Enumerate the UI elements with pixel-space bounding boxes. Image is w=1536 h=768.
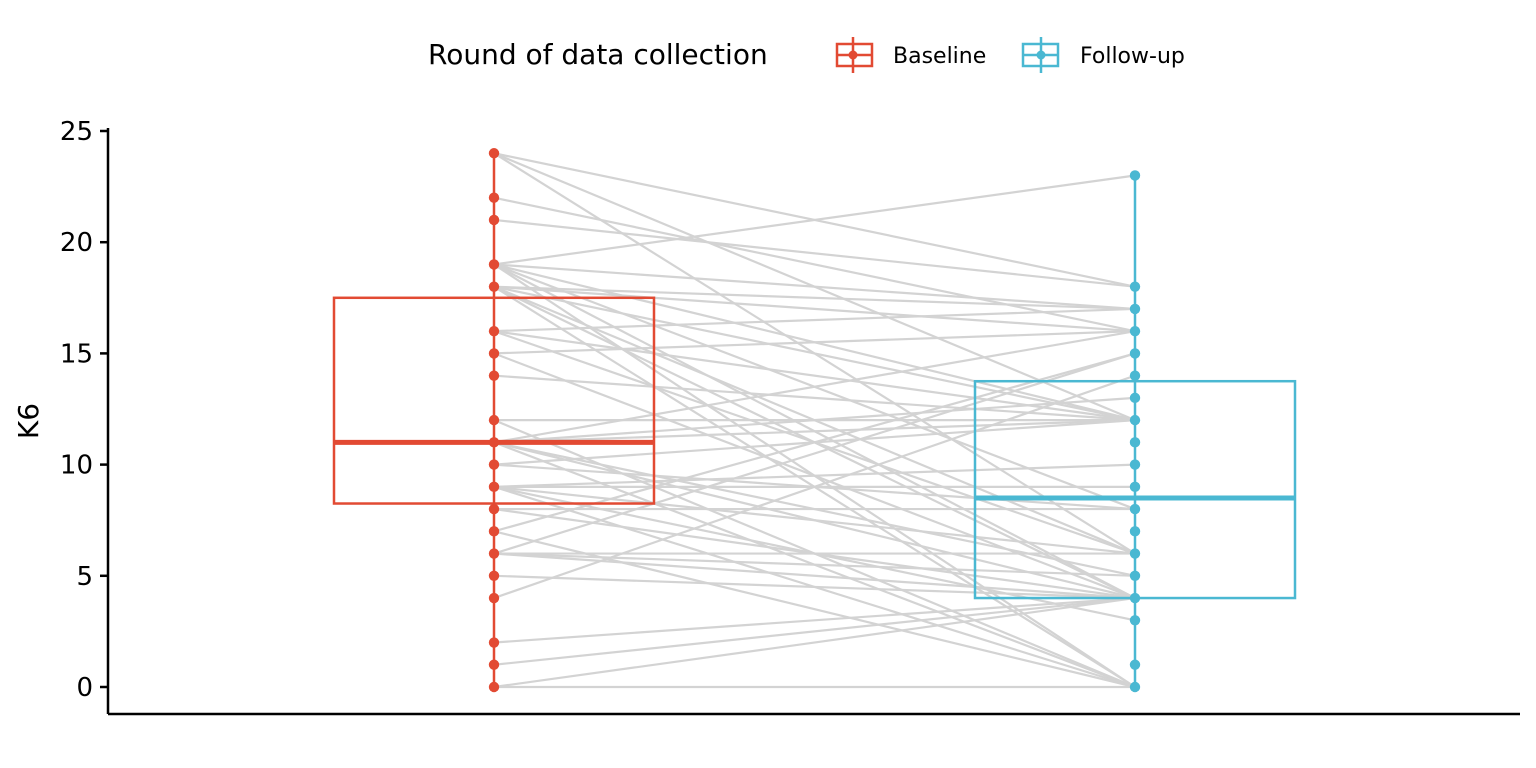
point-followup [1129, 414, 1141, 426]
legend: Round of data collection Baseline Follow… [428, 37, 1185, 73]
pair-line [493, 419, 1136, 444]
legend-label-baseline: Baseline [893, 44, 986, 69]
pair-line [493, 352, 1136, 555]
point-followup [1129, 526, 1141, 537]
point-baseline [488, 281, 500, 292]
pair-line [493, 174, 1136, 266]
pair-line [493, 330, 1136, 444]
point-followup [1129, 481, 1141, 493]
point-followup [1129, 681, 1141, 693]
point-baseline [488, 348, 500, 359]
pair-line [493, 330, 1136, 422]
box-baseline [332, 296, 656, 505]
point-followup [1129, 437, 1141, 448]
legend-title: Round of data collection [428, 38, 768, 71]
point-baseline [488, 148, 500, 159]
point-followup [1129, 281, 1141, 292]
legend-key-followup [1021, 37, 1060, 73]
pair-line [493, 596, 1136, 689]
pair-line [493, 196, 1136, 333]
point-followup [1129, 548, 1141, 559]
pair-line [493, 552, 1136, 577]
point-baseline [488, 459, 500, 470]
pair-line [493, 285, 1136, 422]
y-axis-ticks: 0 5 10 15 20 25 [60, 117, 108, 703]
point-baseline [488, 570, 500, 581]
pair-line [493, 596, 1136, 644]
point-followup [1129, 370, 1141, 381]
point-baseline [488, 214, 500, 226]
point-baseline [488, 481, 500, 493]
point-followup [1129, 503, 1141, 515]
y-axis-label: K6 [12, 403, 45, 439]
point-baseline [488, 526, 500, 537]
point-followup [1129, 615, 1141, 626]
point-followup [1129, 303, 1141, 315]
point-baseline [488, 259, 500, 270]
pair-line [493, 352, 1136, 533]
y-tick-label: 20 [60, 228, 93, 258]
legend-key-baseline [835, 37, 874, 73]
point-baseline [488, 192, 500, 203]
point-baseline [488, 637, 500, 648]
legend-label-followup: Follow-up [1080, 44, 1185, 69]
pair-line [493, 463, 1136, 488]
point-followup [1129, 348, 1141, 359]
point-baseline [488, 592, 500, 604]
point-followup [1129, 392, 1141, 404]
point-baseline [488, 437, 500, 448]
pair-line [493, 574, 1136, 600]
pair-line [493, 330, 1136, 355]
pair-line [493, 285, 1136, 333]
pair-line [493, 596, 1136, 666]
pair-line [493, 374, 1136, 600]
pair-line [493, 485, 1136, 555]
point-followup [1129, 459, 1141, 470]
pair-line [493, 218, 1136, 288]
point-followup [1129, 592, 1141, 604]
point-followup [1129, 325, 1141, 337]
point-baseline [488, 659, 500, 670]
point-followup [1129, 659, 1141, 670]
point-baseline [488, 548, 500, 559]
y-tick-label: 5 [76, 562, 93, 592]
point-followup [1129, 570, 1141, 581]
pair-line [493, 396, 1136, 444]
y-tick-label: 10 [60, 451, 93, 481]
point-followup [1129, 170, 1141, 181]
pair-line [493, 263, 1136, 311]
y-tick-label: 15 [60, 339, 93, 369]
point-baseline [488, 325, 500, 337]
points [488, 148, 1141, 693]
point-baseline [488, 681, 500, 693]
pair-lines [493, 152, 1136, 689]
point-baseline [488, 503, 500, 515]
pair-line [493, 285, 1136, 311]
y-tick-label: 25 [60, 117, 93, 147]
y-tick-label: 0 [76, 673, 93, 703]
point-baseline [488, 414, 500, 426]
point-baseline [488, 370, 500, 381]
pair-line [493, 307, 1136, 333]
